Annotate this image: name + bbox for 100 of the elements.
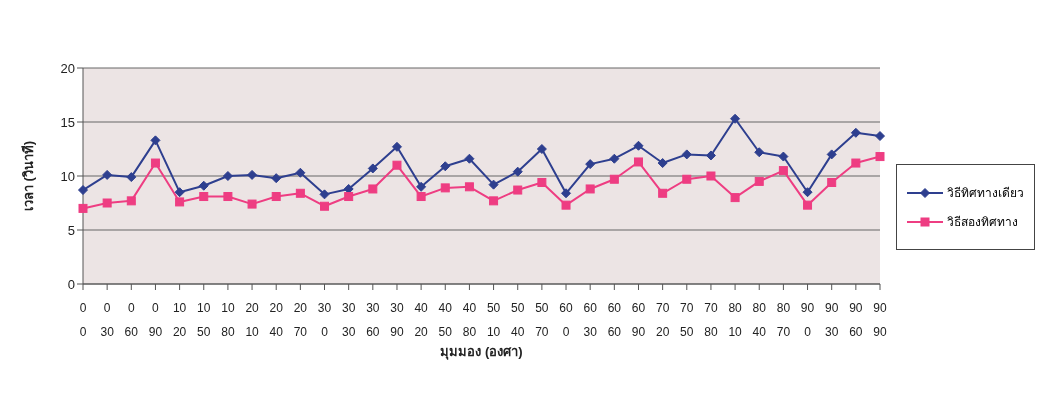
point bbox=[826, 149, 837, 160]
x-tick-label: 20 40 bbox=[269, 301, 284, 339]
x-tick-label: 50 70 bbox=[535, 301, 549, 339]
point bbox=[681, 149, 692, 160]
point bbox=[271, 173, 282, 184]
x-tick-label: 10 50 bbox=[197, 301, 211, 339]
point bbox=[126, 172, 137, 183]
x-tick-label: 90 30 bbox=[825, 301, 839, 339]
point bbox=[705, 150, 716, 161]
x-tick-label: 30 60 bbox=[366, 301, 380, 339]
y-tick-label: 0 bbox=[67, 276, 75, 292]
point bbox=[247, 199, 257, 209]
x-tick-label: 0 30 bbox=[100, 301, 115, 339]
point bbox=[682, 174, 692, 184]
point bbox=[875, 152, 885, 162]
y-tick-label: 15 bbox=[60, 114, 75, 130]
point bbox=[174, 187, 185, 198]
point bbox=[778, 166, 788, 176]
x-tick-label: 30 90 bbox=[390, 301, 404, 339]
x-tick-label: 60 60 bbox=[607, 301, 622, 339]
legend-label: วิธีสองทิศทาง bbox=[947, 214, 1018, 231]
point bbox=[175, 197, 185, 207]
x-tick-label: 60 90 bbox=[631, 301, 646, 339]
point bbox=[609, 174, 619, 184]
point bbox=[102, 169, 113, 180]
point bbox=[199, 192, 209, 202]
point bbox=[730, 193, 740, 203]
x-tick-label: 50 10 bbox=[486, 301, 501, 339]
y-tick-label: 10 bbox=[60, 168, 75, 184]
point bbox=[585, 159, 596, 170]
point bbox=[633, 157, 643, 167]
point bbox=[561, 188, 572, 199]
point bbox=[392, 160, 402, 170]
x-tick-label: 40 20 bbox=[414, 301, 429, 339]
x-tick-label: 0 90 bbox=[148, 301, 163, 339]
x-tick-label: 80 70 bbox=[776, 301, 791, 339]
point bbox=[78, 203, 88, 213]
point bbox=[319, 189, 330, 200]
x-tick-label: 40 80 bbox=[462, 301, 477, 339]
point bbox=[754, 176, 764, 186]
point bbox=[464, 153, 475, 164]
point bbox=[271, 192, 281, 202]
x-tick-label: 60 0 bbox=[559, 301, 574, 339]
point bbox=[320, 201, 330, 211]
point bbox=[489, 196, 499, 206]
point bbox=[247, 169, 258, 180]
point bbox=[344, 192, 354, 202]
point bbox=[150, 135, 161, 146]
x-tick-label: 0 0 bbox=[79, 301, 87, 339]
point bbox=[658, 188, 668, 198]
point bbox=[850, 127, 861, 138]
point bbox=[706, 171, 716, 181]
legend-label: วิธีทิศทางเดียว bbox=[947, 185, 1024, 202]
x-tick-label: 20 10 bbox=[245, 301, 260, 339]
point bbox=[102, 198, 112, 208]
x-tick-label: 20 70 bbox=[293, 301, 308, 339]
point bbox=[561, 200, 571, 210]
point bbox=[536, 144, 547, 154]
point bbox=[488, 179, 499, 190]
x-tick-label: 10 80 bbox=[221, 301, 235, 339]
x-tick-label: 70 80 bbox=[704, 301, 718, 339]
x-tick-label: 90 60 bbox=[849, 301, 863, 339]
x-tick-label: 30 0 bbox=[317, 301, 332, 339]
point bbox=[803, 200, 813, 210]
point bbox=[198, 180, 209, 191]
x-tick-label: 60 30 bbox=[583, 301, 598, 339]
x-tick-label: 90 0 bbox=[800, 301, 815, 339]
point bbox=[802, 187, 813, 198]
point bbox=[78, 185, 88, 196]
point bbox=[633, 140, 644, 151]
x-tick-label: 80 40 bbox=[752, 301, 767, 339]
x-tick-label: 10 20 bbox=[172, 301, 187, 339]
point bbox=[440, 161, 451, 172]
x-tick-label: 70 20 bbox=[655, 301, 670, 339]
point bbox=[754, 147, 765, 158]
point bbox=[440, 183, 450, 193]
point bbox=[464, 182, 474, 192]
point bbox=[537, 177, 547, 187]
point bbox=[222, 171, 233, 181]
point bbox=[827, 177, 837, 187]
point bbox=[416, 181, 427, 192]
x-tick-label: 90 90 bbox=[873, 301, 887, 339]
point bbox=[367, 163, 378, 174]
point bbox=[778, 151, 789, 162]
point bbox=[730, 113, 741, 124]
point bbox=[512, 166, 523, 177]
point bbox=[150, 158, 160, 168]
y-axis-title: เวลา (วินาที) bbox=[20, 140, 36, 212]
point bbox=[875, 131, 885, 142]
point bbox=[368, 184, 378, 194]
x-tick-label: 50 40 bbox=[511, 301, 525, 339]
point bbox=[295, 167, 306, 178]
point bbox=[851, 158, 861, 168]
x-tick-label: 0 60 bbox=[124, 301, 139, 339]
point bbox=[223, 192, 233, 202]
point bbox=[391, 141, 402, 152]
point bbox=[609, 153, 620, 164]
y-tick-label: 20 bbox=[60, 60, 75, 76]
point bbox=[126, 196, 136, 206]
point bbox=[295, 188, 305, 198]
